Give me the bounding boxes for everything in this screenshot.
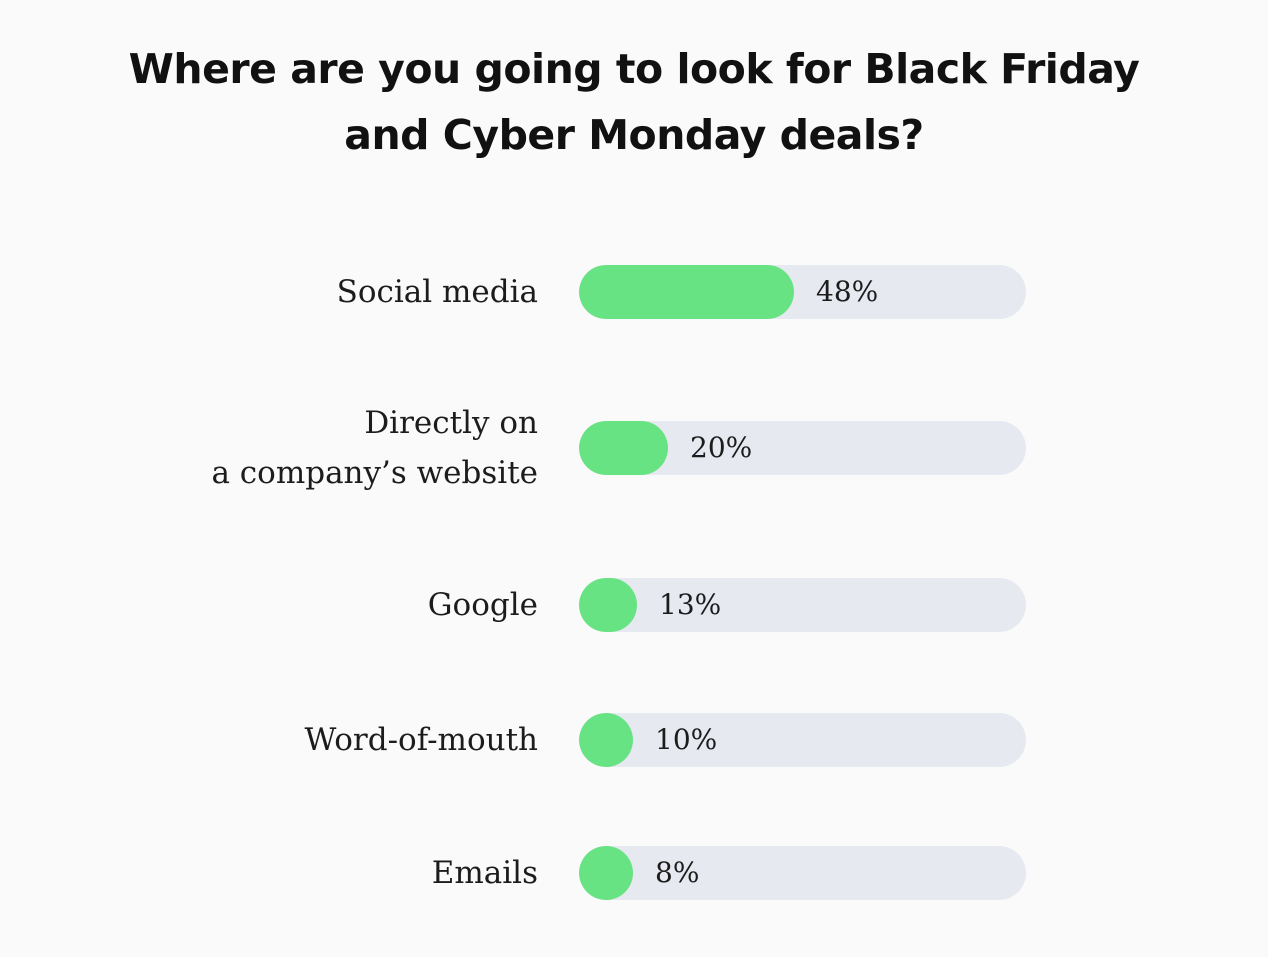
bar-track: 13% — [579, 578, 1026, 632]
category-label-line: Word-of-mouth — [304, 722, 538, 758]
category-label-line: a company’s website — [211, 455, 538, 491]
bar-track: 48% — [579, 265, 1026, 319]
category-label: Google — [428, 580, 538, 630]
category-label: Directly on a company’s website — [211, 398, 538, 498]
category-label: Emails — [432, 848, 538, 898]
bar-track: 8% — [579, 846, 1026, 900]
value-label: 8% — [655, 856, 700, 889]
bar-track: 10% — [579, 713, 1026, 767]
value-label: 20% — [690, 431, 753, 464]
value-label: 48% — [816, 275, 879, 308]
value-label: 10% — [655, 723, 718, 756]
chart-title: Where are you going to look for Black Fr… — [0, 36, 1268, 168]
chart-title-line-1: Where are you going to look for Black Fr… — [128, 45, 1140, 93]
category-label-line: Google — [427, 587, 538, 623]
category-label: Social media — [337, 267, 538, 317]
bar — [579, 421, 668, 475]
bar — [579, 578, 637, 632]
bar — [579, 713, 633, 767]
category-label-line: Emails — [431, 855, 538, 891]
chart-title-line-2: and Cyber Monday deals? — [344, 111, 924, 159]
bar-track: 20% — [579, 421, 1026, 475]
value-label: 13% — [659, 588, 722, 621]
category-label: Word-of-mouth — [304, 715, 538, 765]
bar — [579, 846, 633, 900]
category-label-line: Directly on — [364, 405, 538, 441]
bar — [579, 265, 794, 319]
category-label-line: Social media — [336, 274, 538, 310]
